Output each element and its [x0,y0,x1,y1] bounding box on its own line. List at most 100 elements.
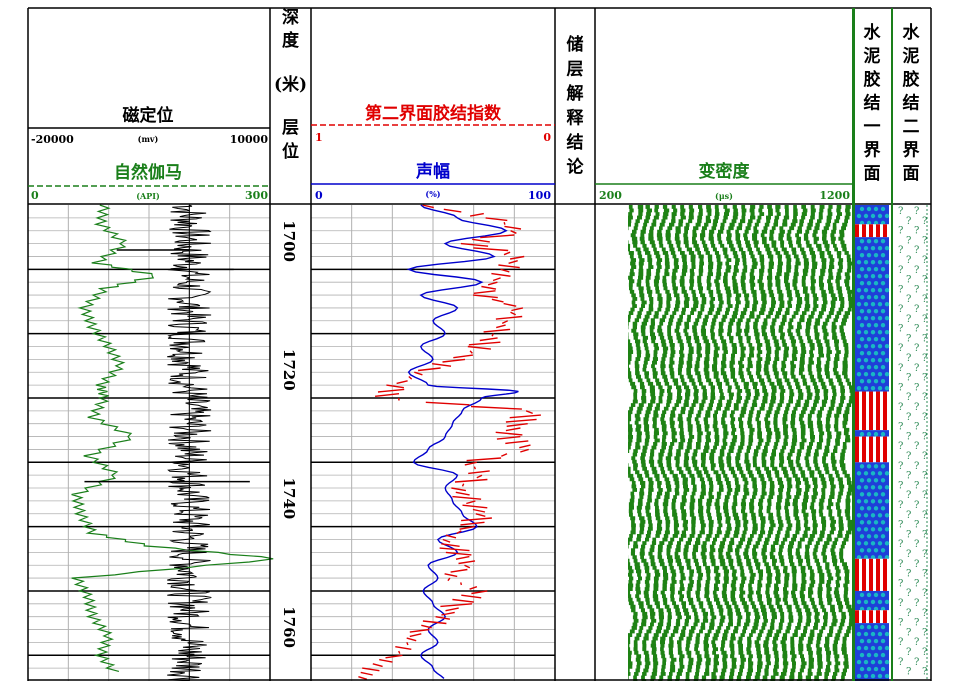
frame [27,7,932,681]
bond1-dot [880,534,886,539]
bond1-dot [880,431,886,437]
bond2-question: ? [898,461,903,472]
bond1-dot [859,548,865,553]
bond1-dot [870,245,876,251]
depth-header-char-4: 位 [282,141,299,162]
bond1-dot [866,308,872,314]
cbi2-segment [500,268,510,273]
cbi2-segment [505,427,521,432]
bond1-dot [884,301,890,307]
bond1-dot [870,371,876,377]
bond1-dot [880,206,886,212]
bond2-question: ? [914,637,919,648]
bond1-dot [880,252,886,258]
bond1-dot [863,273,869,279]
bond1-dot [863,471,869,476]
bond1-dot [884,343,890,349]
cbi2-segment [454,478,488,483]
interpretation-header-char-5: 论 [567,157,585,178]
bond1-dot [870,499,876,504]
cbi2-segment [460,582,463,586]
bond2-question: ? [914,578,919,589]
bond2-question: ? [914,226,919,237]
bond1-stripe [862,610,866,624]
depth-label-3: 1760 [280,606,298,648]
bond2-question: ? [906,275,911,286]
bond1-dot [873,378,879,384]
bond1-dot [884,471,890,476]
bond2-question: ? [898,422,903,433]
bond2-question: ? [906,255,911,266]
bond2-question: ? [914,304,919,315]
bond1-dot [873,266,879,272]
cbi2-segment [505,440,529,445]
bond1-dot [856,213,862,219]
cbi2-segment [483,328,511,333]
cbi2-segment [467,345,491,350]
bond2-question: ? [906,569,911,580]
cbi2-segment [445,551,472,556]
cbi2-segment [456,530,462,535]
bond1-dot [863,631,869,637]
bond2-header-char-3: 结 [903,93,920,114]
bond1-dot [859,464,865,469]
bond1-dot [884,599,890,605]
cbi2-segment [495,315,523,320]
bond1-dot [863,599,869,605]
bond1-stripe [876,224,880,238]
cbi2-segment [506,423,528,427]
bond1-header-char-2: 胶 [864,69,881,90]
cbi2-segment [503,302,517,307]
bond2-question: ? [922,647,927,658]
bond1-dot [880,308,886,314]
bond1-dot [859,638,865,644]
bond1-stripe [883,558,887,591]
cbi2-segment [509,255,525,260]
bond1-dot [859,592,865,598]
cbi2-segment [519,444,531,449]
bond2-question: ? [922,608,927,619]
bond2-question: ? [922,353,927,364]
bond1-dot [870,213,876,219]
depth-header-char-1: 度 [282,30,300,51]
bond1-dot [866,220,872,226]
cbi2-segment [360,671,373,676]
bond1-stripe [876,558,880,591]
bond1-stripe [869,391,873,431]
bond2-question: ? [914,284,919,295]
bond1-dot [859,322,865,328]
bond1-dot [877,371,883,377]
cbi2-segment [396,380,408,385]
bond1-dot [859,364,865,370]
interpretation-header-char-4: 结 [567,132,584,153]
bond1-stripe [883,224,887,238]
bond2-question: ? [914,422,919,433]
bond1-dot [856,329,862,335]
cbi2-segment [447,577,451,582]
bond1-dot [866,322,872,328]
bond1-dot [870,315,876,321]
bond2-question: ? [898,402,903,413]
bond1-dot [873,238,879,244]
bond1-dot [856,673,862,679]
cbi2-segment [501,453,508,457]
bond1-dot [870,385,876,391]
bond1-stripe [855,436,859,463]
bond1-dot [859,624,865,630]
bond1-dot [873,308,879,314]
ccl-unit: (mv) [138,134,159,144]
bond1-stripe [855,391,859,431]
bond1-dot [866,492,872,497]
bond1-dot [856,599,862,605]
cbi2-segment [510,230,517,234]
bond1-dot [863,357,869,363]
bond1-good-4 [855,430,889,437]
bond2-question: ? [922,235,927,246]
bond1-dot [863,213,869,219]
cbi2-segment [408,375,413,380]
cbi2-segment [421,624,432,629]
grid [28,205,555,681]
cbi2-segment [464,564,471,569]
bond1-dot [884,527,890,532]
